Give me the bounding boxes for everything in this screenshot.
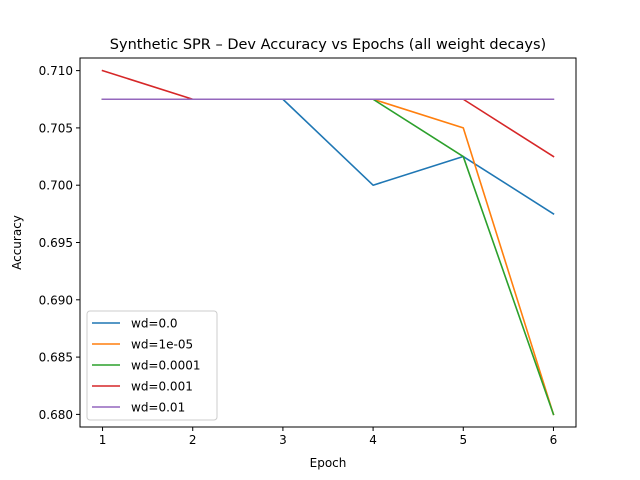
chart-title: Synthetic SPR – Dev Accuracy vs Epochs (… bbox=[110, 37, 546, 53]
y-tick-label: 0.680 bbox=[39, 408, 73, 422]
x-axis-label: Epoch bbox=[310, 456, 347, 470]
x-axis: 1 2 3 4 5 6 bbox=[99, 427, 558, 447]
x-tick-label: 5 bbox=[459, 433, 467, 447]
series-layer bbox=[101, 69, 555, 416]
legend-label: wd=0.01 bbox=[131, 401, 185, 415]
y-tick-label: 0.705 bbox=[39, 121, 73, 135]
legend-label: wd=0.0 bbox=[131, 317, 178, 331]
x-tick-label: 4 bbox=[369, 433, 377, 447]
y-axis-label: Accuracy bbox=[10, 215, 24, 270]
series-line bbox=[101, 98, 555, 215]
legend-label: wd=0.0001 bbox=[131, 359, 200, 373]
x-tick-label: 6 bbox=[550, 433, 558, 447]
y-tick-label: 0.695 bbox=[39, 236, 73, 250]
x-tick-label: 1 bbox=[99, 433, 107, 447]
y-tick-label: 0.710 bbox=[39, 64, 73, 78]
series-line bbox=[101, 69, 555, 158]
y-axis: 0.680 0.685 0.690 0.695 0.700 0.705 0.710 bbox=[39, 64, 80, 422]
legend-label: wd=1e-05 bbox=[131, 338, 193, 352]
x-tick-label: 2 bbox=[189, 433, 197, 447]
y-tick-label: 0.700 bbox=[39, 179, 73, 193]
legend: wd=0.0 wd=1e-05 wd=0.0001 wd=0.001 wd=0.01 bbox=[86, 310, 218, 421]
y-tick-label: 0.690 bbox=[39, 293, 73, 307]
legend-frame bbox=[86, 310, 218, 421]
x-tick-label: 3 bbox=[279, 433, 287, 447]
y-tick-label: 0.685 bbox=[39, 351, 73, 365]
legend-label: wd=0.001 bbox=[131, 380, 193, 394]
